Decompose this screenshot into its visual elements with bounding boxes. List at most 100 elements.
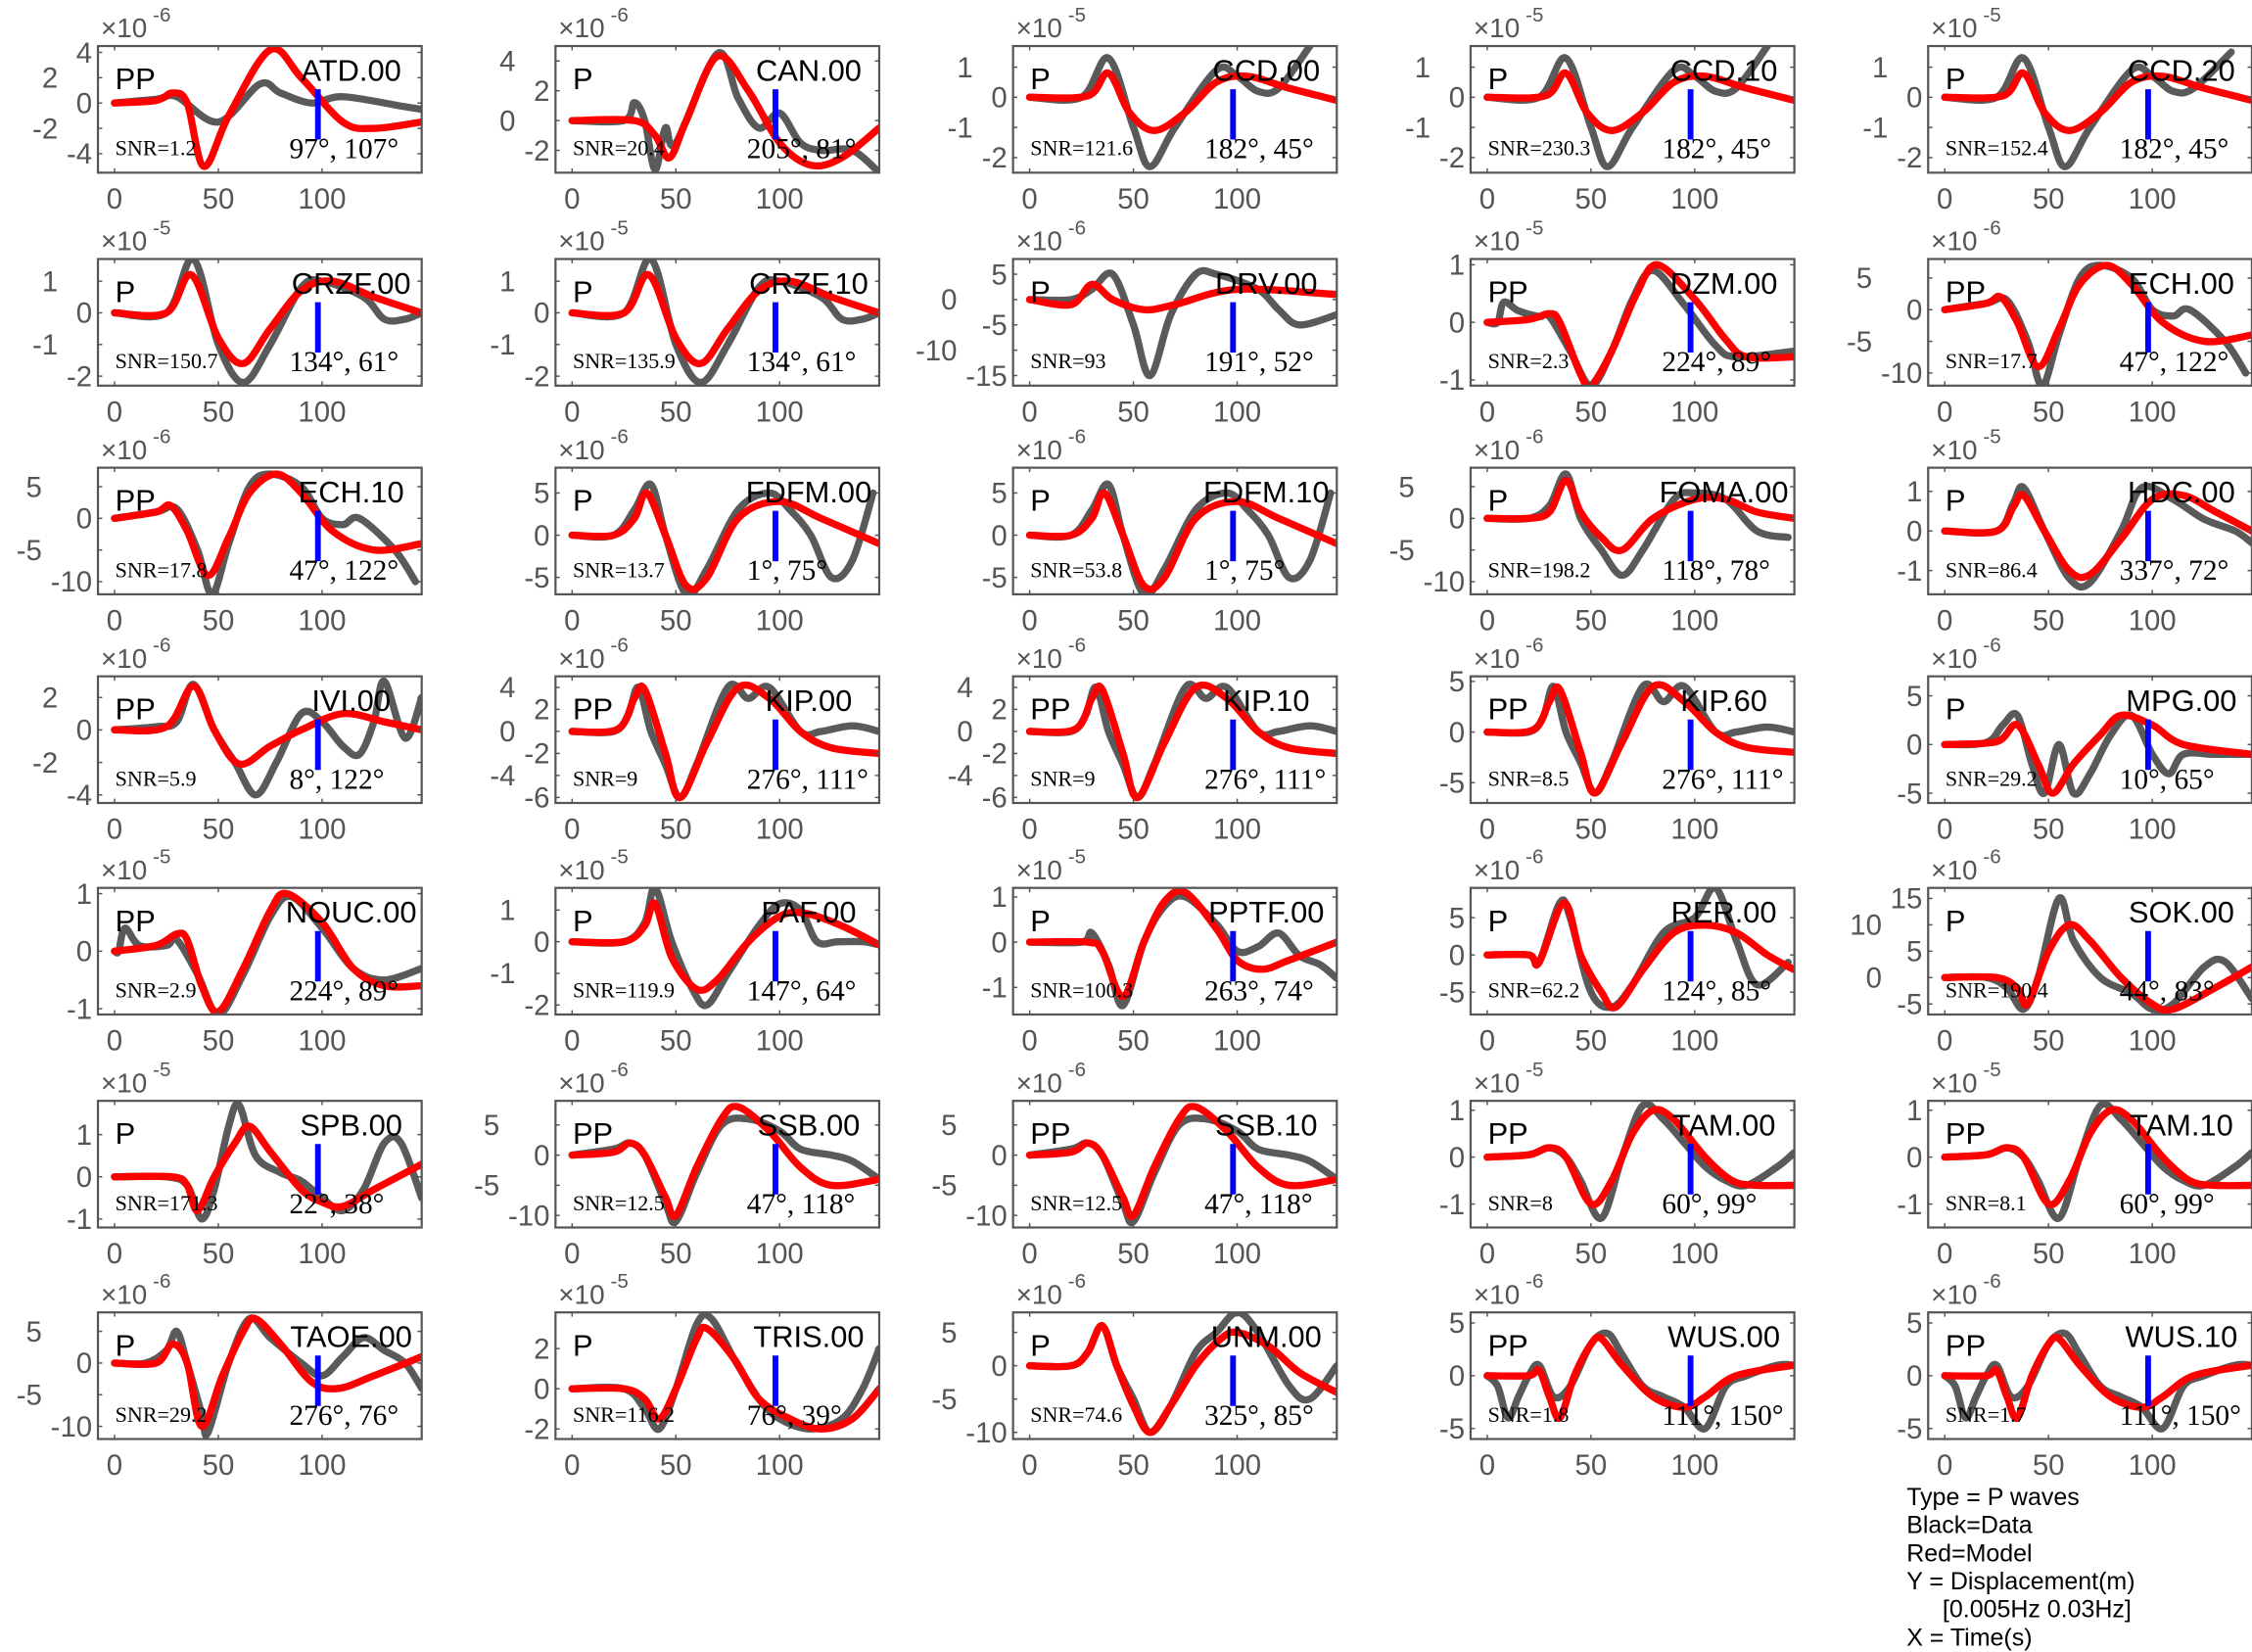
- phase-label: P: [1030, 275, 1051, 309]
- model-trace: [568, 681, 879, 802]
- y-tick-label: 2: [42, 683, 58, 715]
- snr-label: SNR=17.8: [116, 557, 208, 582]
- x-tick-label: 0: [1479, 1449, 1495, 1482]
- phase-label: P: [1946, 904, 1966, 938]
- axes-box: [1469, 675, 1796, 805]
- y-exponent-label: ×10 -6: [1931, 1270, 2001, 1309]
- y-exponent-label: ×10 -5: [1931, 1059, 2001, 1098]
- station-label: TRIS.00: [753, 1319, 864, 1353]
- x-tick-label: 100: [756, 1025, 804, 1058]
- azimuth-angle-label: 118°, 78°: [1662, 555, 1770, 587]
- exponent-base: ×10: [1474, 13, 1520, 43]
- y-tick-label: -5: [1439, 768, 1465, 800]
- y-tick-label: 0: [76, 715, 92, 747]
- x-tick-label: 0: [564, 1449, 580, 1482]
- legend-line: Black=Data: [1906, 1512, 2032, 1539]
- y-tick-label: 1: [42, 265, 58, 298]
- station-label: SPB.00: [300, 1108, 402, 1142]
- exponent-base: ×10: [1931, 1067, 1977, 1098]
- phase-label: P: [116, 1328, 136, 1362]
- axes-box: [1469, 466, 1796, 596]
- x-tick-label: 50: [2033, 1238, 2065, 1270]
- station-label: MPG.00: [2126, 684, 2236, 718]
- exponent-base: ×10: [1016, 13, 1062, 43]
- x-tick-label: 50: [2033, 605, 2065, 637]
- y-tick-label: -1: [1862, 112, 1888, 144]
- x-tick-label: 0: [564, 397, 580, 429]
- y-tick-label: -5: [1897, 778, 1922, 810]
- station-label: NOUC.00: [286, 895, 417, 929]
- x-tick-label: 100: [756, 397, 804, 429]
- y-tick-label: 0: [1906, 1142, 1922, 1174]
- station-label: DRV.00: [1215, 266, 1318, 301]
- y-tick-label: 5: [484, 1109, 499, 1142]
- y-tick-label: 5: [1856, 262, 1872, 295]
- phase-label: P: [1946, 484, 1966, 518]
- x-tick-label: 100: [2129, 397, 2177, 429]
- y-tick-label: 5: [26, 471, 42, 503]
- axes-background: [1012, 676, 1337, 803]
- y-tick-label: -2: [524, 1414, 549, 1446]
- azimuth-angle-label: 205°, 81°: [747, 134, 857, 165]
- y-tick-label: -10: [508, 1200, 549, 1232]
- exponent-power: -6: [1525, 846, 1543, 869]
- station-label: PPTF.00: [1208, 895, 1324, 929]
- y-tick-label: 0: [1906, 295, 1922, 327]
- azimuth-angle-label: 263°, 74°: [1204, 975, 1314, 1007]
- station-label: TAOE.00: [290, 1319, 412, 1353]
- exponent-base: ×10: [1931, 1279, 1977, 1309]
- phase-label: P: [1030, 484, 1051, 518]
- y-tick-label: 4: [499, 46, 515, 78]
- x-tick-label: 50: [203, 1025, 235, 1058]
- azimuth-angle-label: 325°, 85°: [1204, 1400, 1314, 1432]
- phase-label: PP: [1030, 692, 1070, 727]
- axes-box: [96, 258, 423, 387]
- azimuth-angle-label: 22°, 38°: [289, 1189, 384, 1220]
- axes-box: [1011, 1311, 1338, 1440]
- snr-label: SNR=12.5: [1030, 1191, 1122, 1215]
- snr-label: SNR=135.9: [573, 349, 676, 373]
- station-label: KIP.10: [1223, 684, 1310, 718]
- azimuth-angle-label: 276°, 111°: [1662, 764, 1783, 795]
- x-tick-label: 0: [1479, 183, 1495, 215]
- x-tick-label: 0: [1479, 814, 1495, 846]
- y-tick-label: -1: [490, 329, 515, 361]
- x-tick-label: 50: [1117, 814, 1149, 846]
- y-tick-label: -2: [32, 113, 58, 145]
- exponent-base: ×10: [1016, 226, 1062, 257]
- y-tick-label: 5: [991, 478, 1007, 510]
- exponent-power: -5: [1983, 4, 2000, 26]
- exponent-power: -6: [1525, 635, 1543, 657]
- axes-background: [98, 46, 422, 173]
- axes-box: [96, 1100, 423, 1229]
- axes-box: [554, 258, 881, 387]
- legend-line: X = Time(s): [1906, 1624, 2032, 1651]
- y-exponent-label: ×10 -5: [1474, 217, 1544, 257]
- exponent-base: ×10: [558, 1067, 604, 1098]
- model-trace: [1025, 681, 1337, 802]
- exponent-power: -5: [153, 217, 170, 240]
- y-exponent-label: ×10 -6: [558, 426, 629, 465]
- x-tick-label: 100: [298, 397, 346, 429]
- phase-label: PP: [573, 1116, 613, 1151]
- y-tick-label: -2: [1439, 142, 1465, 174]
- station-label: CRZF.10: [749, 266, 868, 301]
- phase-label: P: [573, 62, 593, 96]
- x-tick-label: 0: [1021, 397, 1037, 429]
- model-trace: [1483, 681, 1795, 797]
- exponent-base: ×10: [1016, 435, 1062, 465]
- subplot-dzm-00: -1 0 1 0 50 100 ×10 -5 PP DZM.00 SNR=2.3 224°, 89°: [1439, 217, 1796, 429]
- x-tick-label: 0: [1021, 1238, 1037, 1270]
- phase-label: PP: [1488, 692, 1528, 727]
- y-tick-label: 0: [534, 926, 549, 959]
- axes-box: [554, 1311, 881, 1440]
- x-tick-label: 100: [1213, 397, 1261, 429]
- station-label: ATD.00: [302, 53, 401, 87]
- y-tick-label: 5: [1449, 902, 1465, 934]
